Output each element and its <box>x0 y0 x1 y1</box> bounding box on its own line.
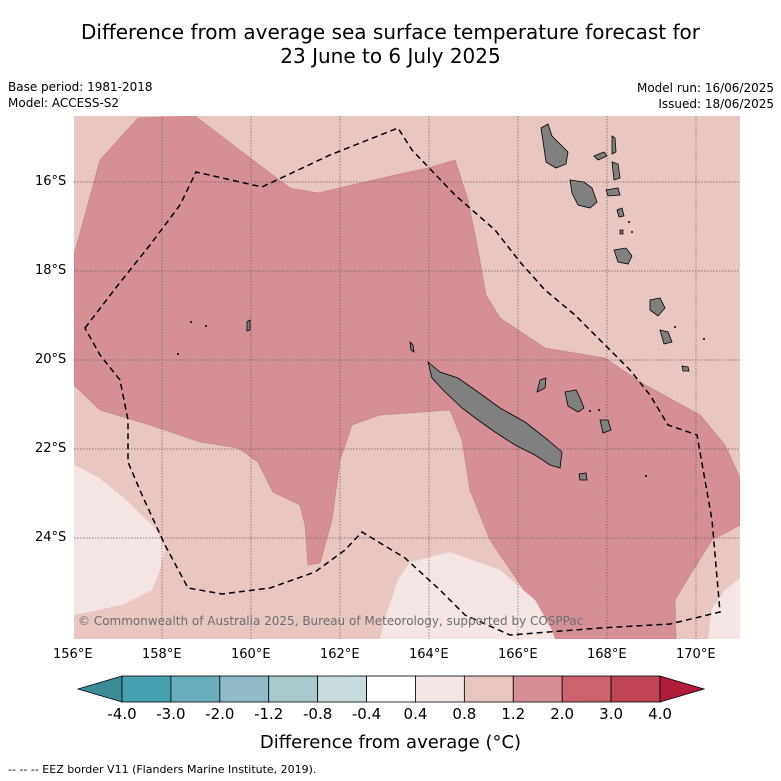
model-text: Model: ACCESS-S2 <box>8 96 120 110</box>
landmasses <box>246 123 690 481</box>
anomaly-region-0.4-0.8-south <box>380 552 555 639</box>
base-period-text: Base period: 1981-2018 <box>8 80 153 94</box>
colorbar-title: Difference from average (°C) <box>259 732 522 753</box>
anomaly-fill-layer <box>74 116 740 639</box>
colorbar-segment <box>170 675 221 703</box>
colorbar-segment <box>512 675 563 703</box>
colorbar-tick-label: 2.0 <box>550 705 575 723</box>
lon-label-166e: 166°E <box>498 647 538 662</box>
map-title-line1: Difference from average sea surface temp… <box>80 20 700 44</box>
lat-label-22s: 22°S <box>35 441 67 456</box>
lon-label-170e: 170°E <box>676 647 716 662</box>
anomaly-region-1.2-2.0 <box>74 116 740 639</box>
efate <box>613 247 633 265</box>
colorbar-tick-label: -4.0 <box>107 705 137 723</box>
loyalty-ouvea <box>536 377 547 393</box>
colorbar-tick-label: -3.0 <box>156 705 186 723</box>
pentecost <box>611 161 621 181</box>
eez-legend-note: -- -- -- EEZ border V11 (Flanders Marine… <box>8 763 317 776</box>
copyright-notice: © Commonwealth of Australia 2025, Bureau… <box>78 614 584 628</box>
model-run-text: Model run: 16/06/2025 <box>636 81 774 95</box>
lat-label-20s: 20°S <box>35 352 67 367</box>
aneityum <box>681 365 690 372</box>
lon-label-162e: 162°E <box>320 647 360 662</box>
colorbar-segment <box>415 675 465 703</box>
colorbar <box>76 675 706 703</box>
colorbar-tick-label: 0.4 <box>403 705 428 723</box>
erromango <box>649 297 666 317</box>
tanna <box>659 329 673 345</box>
graticule <box>74 116 740 639</box>
colorbar-segment <box>268 675 319 703</box>
colorbar-segment <box>463 675 514 703</box>
colorbar-extend-high <box>659 675 706 703</box>
colorbar-tick-label: 0.8 <box>452 705 477 723</box>
colorbar-tick-label: -1.2 <box>254 705 284 723</box>
colorbar-tick-label: 4.0 <box>648 705 672 723</box>
issued-text: Issued: 18/06/2025 <box>658 97 774 111</box>
lon-label-168e: 168°E <box>587 647 627 662</box>
colorbar-segment <box>610 675 661 703</box>
anomaly-region-0.4-0.8-southeast <box>708 578 740 639</box>
map-title-line2: 23 June to 6 July 2025 <box>280 44 501 68</box>
anomaly-region-0.4-0.8-west <box>74 465 165 615</box>
lat-label-18s: 18°S <box>35 263 67 278</box>
malekula <box>569 179 598 209</box>
lon-label-160e: 160°E <box>231 647 271 662</box>
colorbar-segment <box>121 675 172 703</box>
colorbar-tick-label: 1.2 <box>501 705 526 723</box>
lat-label-16s: 16°S <box>35 174 67 189</box>
loyalty-lifou <box>564 389 585 413</box>
lon-label-158e: 158°E <box>142 647 182 662</box>
epi <box>616 207 625 218</box>
colorbar-segment <box>366 675 416 703</box>
maewo <box>611 135 617 155</box>
colorbar-extend-low <box>76 675 123 703</box>
colorbar-tick-label: -2.0 <box>205 705 235 723</box>
lon-label-164e: 164°E <box>409 647 449 662</box>
chesterfield-islet <box>246 319 251 332</box>
isle-of-pines <box>578 472 588 481</box>
shepherd-islet <box>619 229 624 235</box>
espiritu-santo <box>540 123 569 169</box>
ambrym <box>605 187 621 197</box>
loyalty-mare <box>599 419 612 434</box>
small-reefs <box>177 221 705 477</box>
belep-islands <box>409 340 415 353</box>
colorbar-segment <box>561 675 612 703</box>
colorbar-segment <box>317 675 367 703</box>
lat-label-24s: 24°S <box>35 530 67 545</box>
colorbar-tick-label: 3.0 <box>599 705 624 723</box>
colorbar-tick-label: -0.4 <box>351 705 382 723</box>
colorbar-tick-label: -0.8 <box>302 705 333 723</box>
new-caledonia-landmass <box>427 360 563 469</box>
lon-label-156e: 156°E <box>53 647 93 662</box>
eez-border <box>84 127 721 636</box>
colorbar-segment <box>219 675 270 703</box>
ambae <box>593 151 608 161</box>
